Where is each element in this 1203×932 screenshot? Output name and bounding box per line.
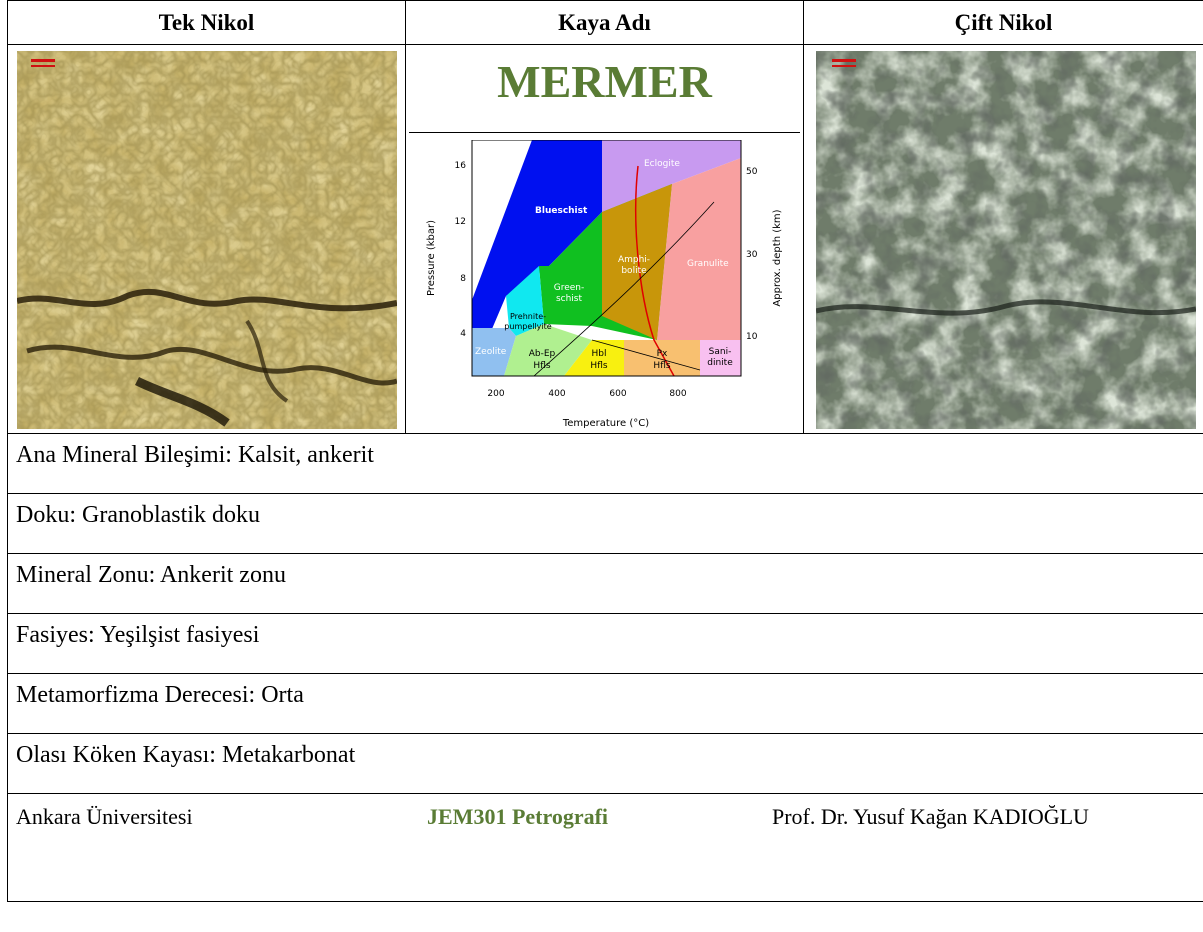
facies-label-amphibolite: Amphi- [618, 255, 650, 265]
facies-label-hbl: Hbl [592, 349, 607, 359]
depth-tick: 50 [746, 167, 758, 177]
facies-label-prehnite: pumpellyite [504, 322, 551, 331]
footer-professor: Prof. Dr. Yusuf Kağan KADIOĞLU [772, 804, 1089, 829]
y-tick: 16 [455, 161, 467, 171]
facies-label-amphibolite: bolite [621, 266, 647, 276]
facies-label-prehnite: Prehnite- [510, 312, 546, 321]
facies-label-granulite: Granulite [687, 259, 729, 269]
y-tick: 8 [460, 274, 466, 284]
facies-label-zeolite: Zeolite [475, 347, 507, 357]
metamorphic-facies-diagram: Pressure (kbar) Temperature (°C) Approx.… [426, 140, 783, 429]
x-axis-label: Temperature (°C) [562, 418, 649, 429]
mineral-zone: Mineral Zonu: Ankerit zonu [7, 553, 1203, 614]
header-rock-name: Kaya Adı [405, 0, 804, 45]
facies-label-sanidinite: Sani- [709, 347, 732, 357]
texture: Doku: Granoblastik doku [7, 493, 1203, 554]
protolith: Olası Köken Kayası: Metakarbonat [7, 733, 1203, 794]
x-tick: 200 [487, 389, 504, 399]
x-tick: 400 [548, 389, 565, 399]
main-minerals: Ana Mineral Bileşimi: Kalsit, ankerit [7, 433, 1203, 494]
thin-section-xpl-image [816, 51, 1196, 429]
footer-university: Ankara Üniversitesi [16, 804, 193, 829]
depth-tick: 30 [746, 250, 758, 260]
footer-course: JEM301 Petrografi [427, 804, 609, 829]
y-tick: 4 [460, 329, 466, 339]
header-plane-polarized: Tek Nikol [7, 0, 406, 45]
metamorphic-grade: Metamorfizma Derecesi: Orta [7, 673, 1203, 734]
thin-section-ppl-image [17, 51, 397, 429]
header-cross-polarized: Çift Nikol [803, 0, 1203, 45]
facies-label-abep: Hfls [533, 361, 550, 371]
facies-label-blueschist: Blueschist [535, 206, 588, 216]
footer: Ankara Üniversitesi JEM301 Petrografi Pr… [7, 793, 1203, 902]
facies-label-abep: Ab-Ep [529, 349, 556, 359]
x-tick: 800 [669, 389, 686, 399]
x-tick: 600 [609, 389, 626, 399]
y-axis-label: Pressure (kbar) [426, 220, 437, 296]
facies-label-sanidinite: dinite [707, 358, 733, 368]
y-tick: 12 [455, 217, 466, 227]
facies-label-px: Px [657, 349, 668, 359]
facies: Fasiyes: Yeşilşist fasiyesi [7, 613, 1203, 674]
facies-label-px: Hfls [653, 361, 670, 371]
facies-label-eclogite: Eclogite [644, 159, 680, 169]
facies-label-hbl: Hfls [590, 361, 607, 371]
facies-label-greenschist: schist [556, 294, 583, 304]
depth-axis-label: Approx. depth (km) [772, 209, 783, 306]
facies-label-greenschist: Green- [554, 283, 585, 293]
depth-tick: 10 [746, 332, 758, 342]
rock-name: MERMER [497, 56, 712, 107]
